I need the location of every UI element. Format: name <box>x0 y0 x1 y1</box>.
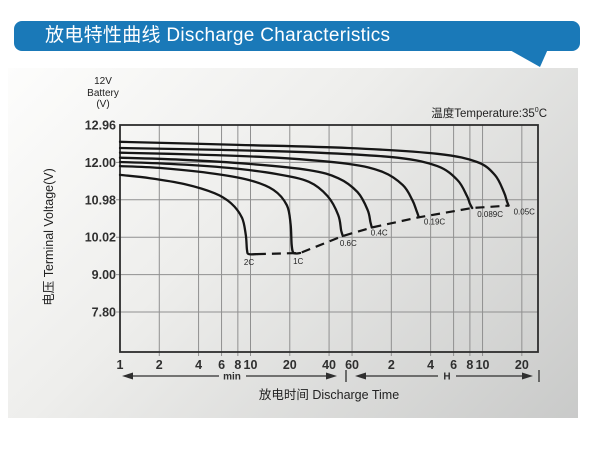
curve-label-0.6C: 0.6C <box>340 239 357 248</box>
temperature-text: 温度Temperature:35 <box>431 108 535 120</box>
series-curve-1C <box>118 164 302 255</box>
y-tick-label: 12.00 <box>85 156 116 170</box>
temperature-degree-sup: 0 <box>534 107 539 115</box>
series-curve-0.089C <box>118 146 474 210</box>
min-arrow-right-icon <box>326 372 337 380</box>
y-tick-label: 12.96 <box>85 119 116 133</box>
curve-label-0.4C: 0.4C <box>371 228 388 237</box>
series-curve-0.6C <box>118 160 344 238</box>
battery-unit-line2: Battery <box>87 87 119 99</box>
curve-label-0.089C: 0.089C <box>477 210 503 219</box>
x-tick-label: 8 <box>466 358 473 372</box>
header-banner: 放电特性曲线 Discharge Characteristics <box>14 21 580 51</box>
x-axis-title: 放电时间 Discharge Time <box>258 388 400 402</box>
x-tick-label: 4 <box>195 358 202 372</box>
x-tick-label: 20 <box>515 358 529 372</box>
x-tick-label: 40 <box>322 358 336 372</box>
x-tick-label: 20 <box>283 358 297 372</box>
x-tick-label: 8 <box>234 358 241 372</box>
x-tick-label: 4 <box>427 358 434 372</box>
y-tick-labels: 12.96 12.00 10.98 10.02 9.00 7.80 <box>85 119 116 320</box>
series-curve-0.05C <box>118 140 510 207</box>
y-tick-label: 9.00 <box>92 268 116 282</box>
curve-label-2C: 2C <box>244 258 254 267</box>
x-tick-label: 10 <box>244 358 258 372</box>
y-tick-label: 10.98 <box>85 193 116 207</box>
y-tick-label: 10.02 <box>85 231 116 245</box>
temperature-label: 温度Temperature:350C <box>370 105 547 121</box>
x-tick-label: 60 <box>345 358 359 372</box>
min-arrow-left-icon <box>122 372 133 380</box>
battery-unit-line1: 12V <box>94 76 112 87</box>
series-curve-0.19C <box>118 151 420 219</box>
battery-unit-line3: (V) <box>96 99 110 110</box>
x-tick-label: 10 <box>476 358 490 372</box>
x-tick-label: 6 <box>218 358 225 372</box>
x-tick-label: 2 <box>156 358 163 372</box>
curve-label-1C: 1C <box>293 257 303 266</box>
unit-range-arrows: min H <box>122 370 540 383</box>
h-arrow-left-icon <box>355 372 366 380</box>
curve-label-0.19C: 0.19C <box>424 217 446 226</box>
series-curve-0.4C <box>118 156 373 229</box>
battery-unit-label: 12V Battery (V) <box>66 76 140 111</box>
x-tick-label: 2 <box>388 358 395 372</box>
banner-tail-icon <box>508 49 548 67</box>
min-unit-label: min <box>223 372 241 383</box>
h-arrow-right-icon <box>522 372 533 380</box>
x-tick-label: 1 <box>117 358 124 372</box>
x-tick-labels: 1 2 4 6 8 10 20 40 60 2 4 6 8 10 20 <box>117 358 529 372</box>
temperature-unit: C <box>538 108 547 120</box>
hour-unit-label: H <box>443 372 450 383</box>
page-title: 放电特性曲线 Discharge Characteristics <box>45 25 391 46</box>
series-curve-2C <box>118 173 259 256</box>
plot-border <box>119 124 539 353</box>
x-tick-label: 6 <box>450 358 457 372</box>
curve-label-0.05C: 0.05C <box>514 208 536 217</box>
y-tick-label: 7.80 <box>92 306 116 320</box>
